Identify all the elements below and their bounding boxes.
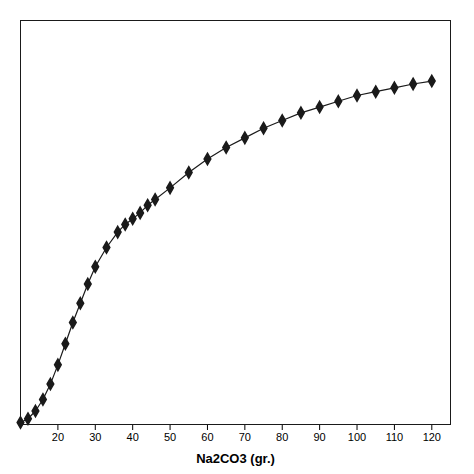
svg-text:90: 90 bbox=[314, 431, 326, 443]
svg-text:50: 50 bbox=[164, 431, 176, 443]
svg-text:30: 30 bbox=[89, 431, 101, 443]
svg-text:40: 40 bbox=[127, 431, 139, 443]
svg-text:Na2CO3 (gr.): Na2CO3 (gr.) bbox=[196, 451, 275, 466]
svg-text:120: 120 bbox=[423, 431, 441, 443]
svg-text:60: 60 bbox=[201, 431, 213, 443]
svg-text:70: 70 bbox=[239, 431, 251, 443]
svg-text:20: 20 bbox=[52, 431, 64, 443]
svg-text:100: 100 bbox=[348, 431, 366, 443]
svg-text:110: 110 bbox=[386, 431, 404, 443]
svg-text:80: 80 bbox=[276, 431, 288, 443]
